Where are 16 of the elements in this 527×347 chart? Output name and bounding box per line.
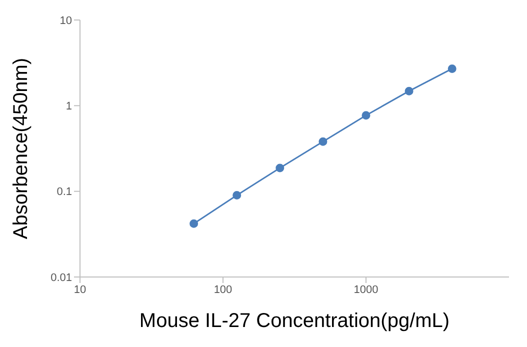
x-tick-label: 10 [74,284,86,296]
point [448,64,456,73]
y-tick-label: 10 [60,14,72,27]
point [232,191,242,200]
point [276,164,284,172]
point [404,86,414,96]
x-tick-label: 100 [214,284,232,296]
point [318,137,328,146]
point [362,111,370,120]
y-axis-title: Absorbence(450nm) [10,58,32,240]
point [190,219,198,228]
y-tick-label: 0.01 [50,272,72,284]
y-tick-label: 0.1 [56,186,72,198]
y-tick-label: 1 [66,100,72,113]
x-tick-label: 1000 [354,284,378,296]
x-axis-title: Mouse IL-27 Concentration(pg/mL) [139,310,450,332]
